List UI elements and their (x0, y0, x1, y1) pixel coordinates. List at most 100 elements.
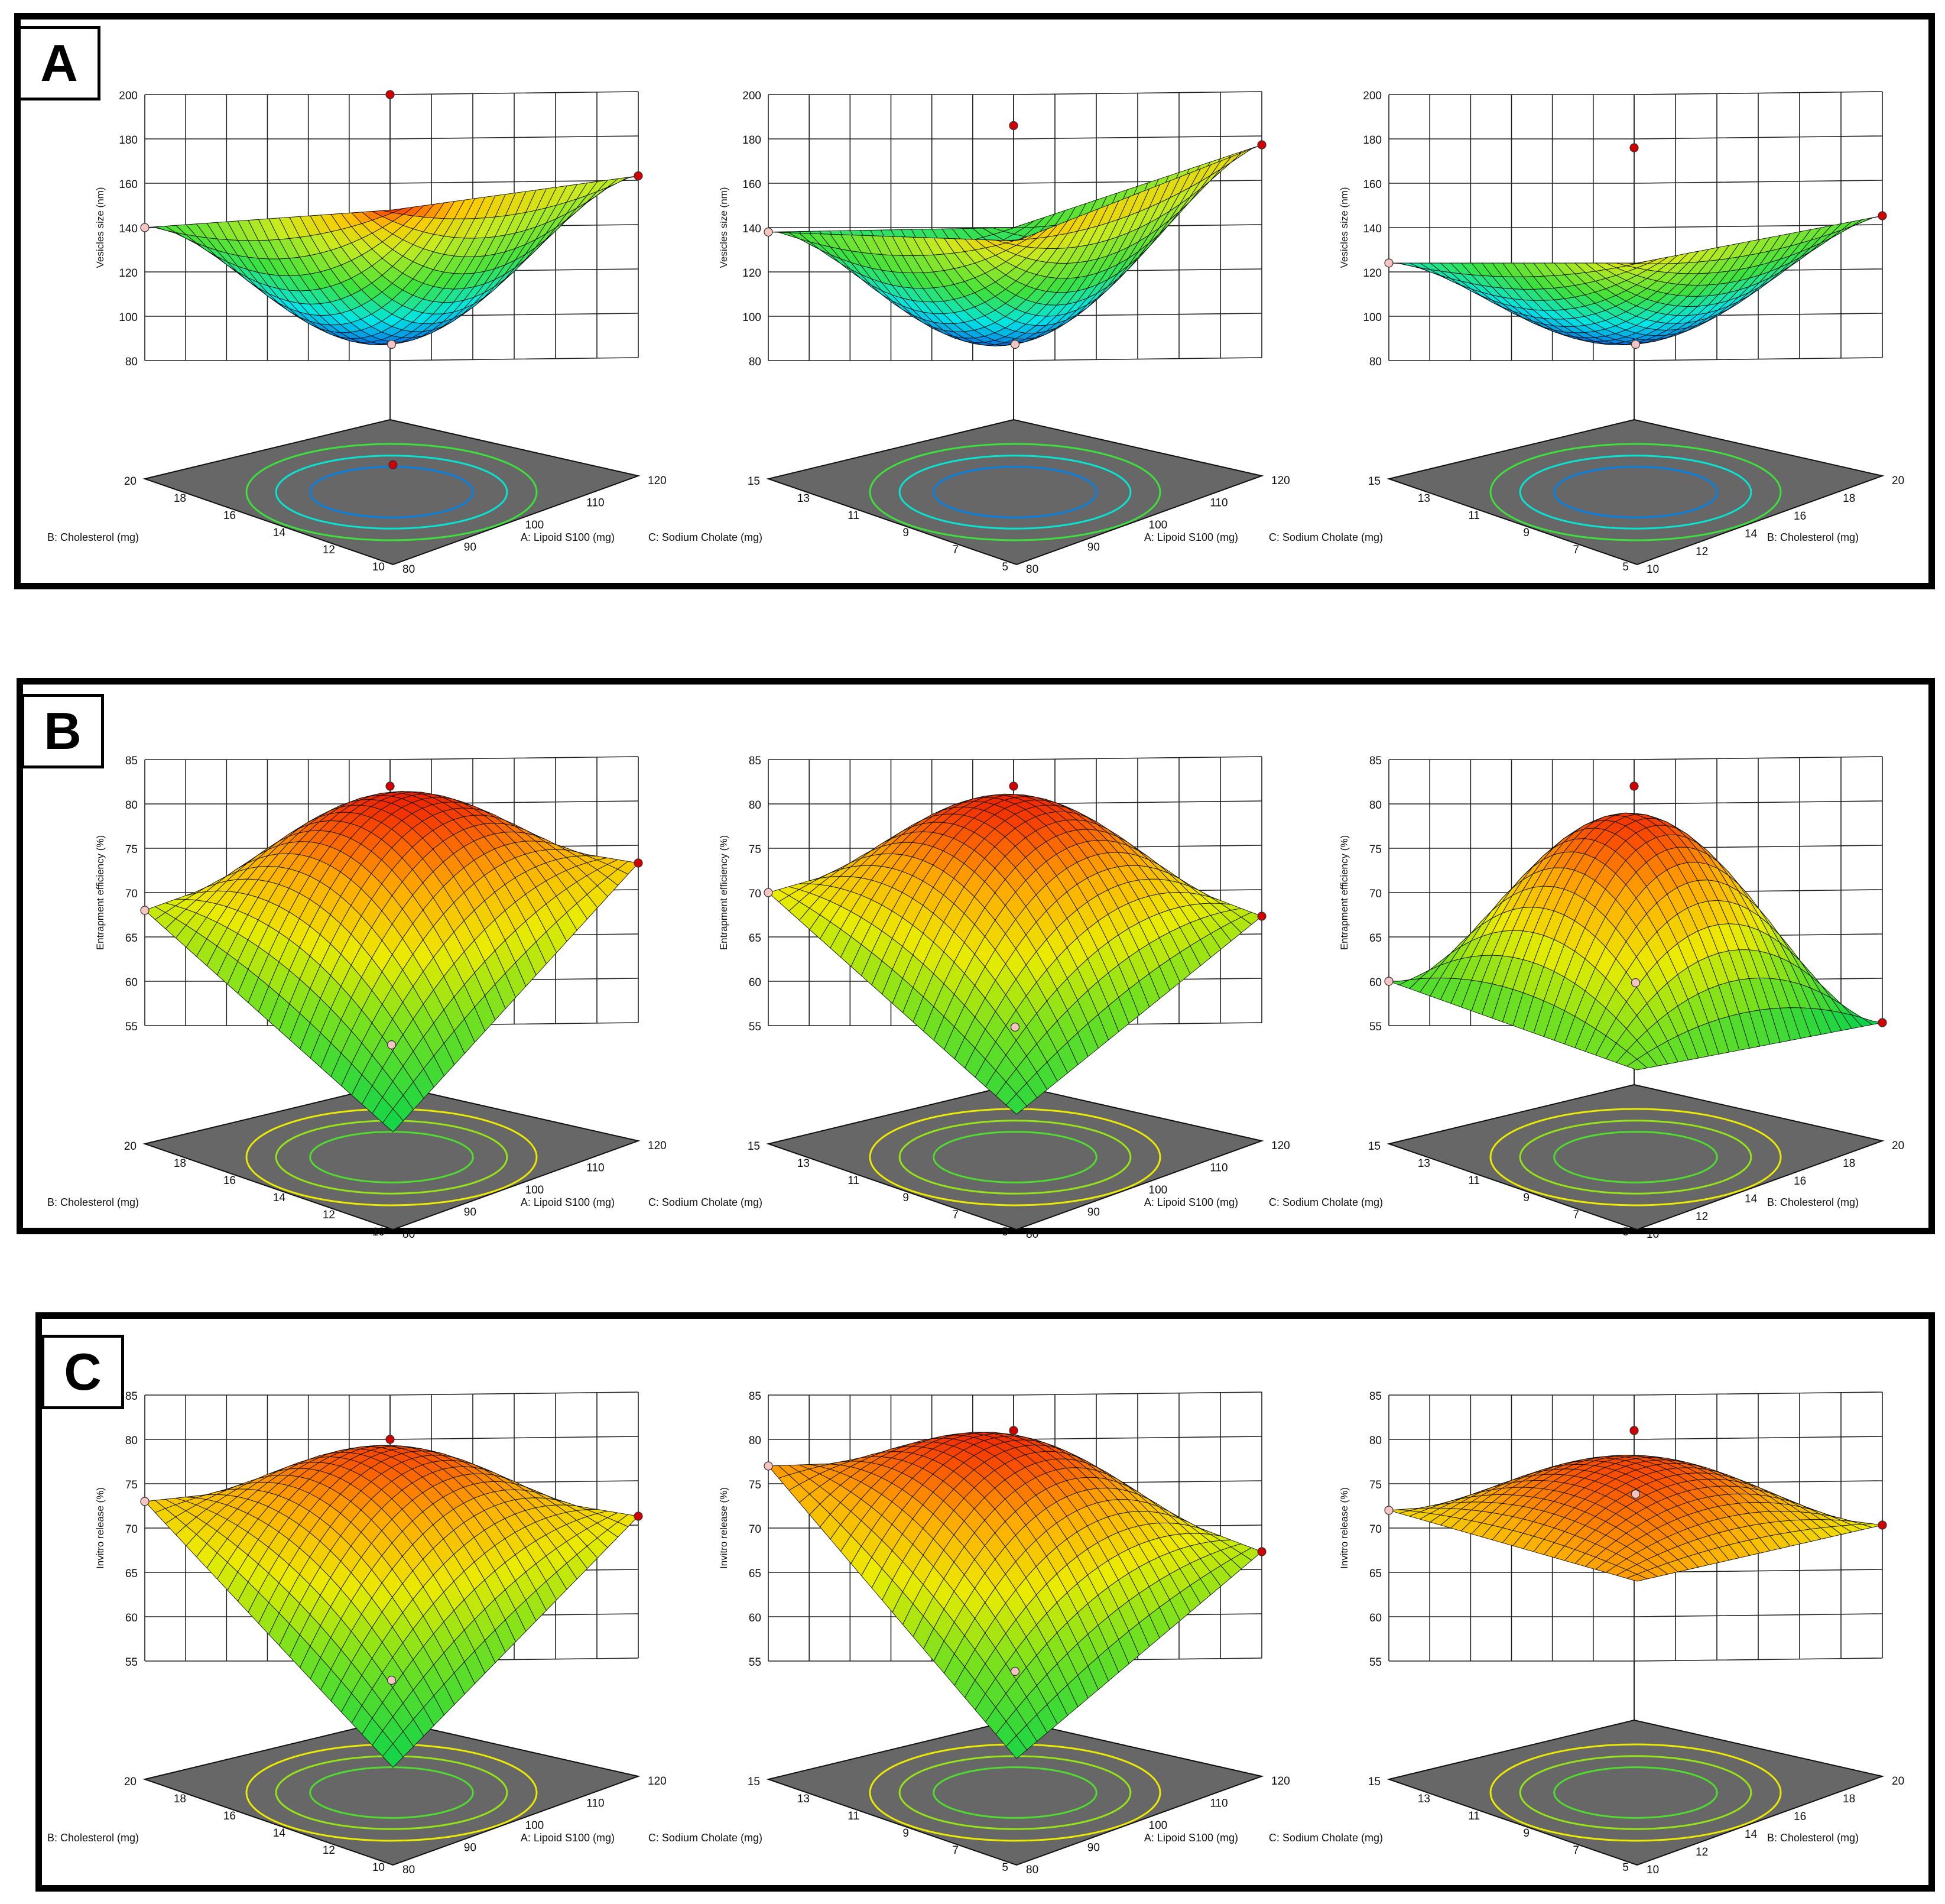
left-axis-tick: 15 (1368, 1140, 1381, 1153)
panel-label-b: B (21, 694, 104, 768)
right-axis-label: A: Lipoid S100 (mg) (1144, 1832, 1238, 1844)
z-tick-label: 100 (119, 312, 138, 324)
left-axis-tick: 9 (1523, 1192, 1530, 1204)
z-axis-label: Invitro release (%) (1339, 1487, 1350, 1569)
contour-floor (766, 1084, 1264, 1231)
right-axis-label: A: Lipoid S100 (mg) (1144, 1196, 1238, 1208)
z-tick-label: 65 (749, 932, 761, 945)
right-axis-tick: 10 (1647, 563, 1659, 576)
contour-line (309, 1131, 474, 1183)
z-tick-label: 200 (742, 90, 761, 102)
design-point-marker (1257, 912, 1267, 921)
right-axis-tick: 18 (1843, 492, 1855, 505)
z-tick-label: 75 (1369, 1479, 1382, 1491)
right-axis-tick: 12 (1696, 1211, 1708, 1223)
contour-line (1489, 1108, 1782, 1206)
right-axis-tick: 110 (586, 497, 604, 510)
contour-line (1519, 455, 1752, 530)
left-axis-label: B: Cholesterol (mg) (47, 1196, 139, 1208)
left-axis-tick: 12 (323, 544, 335, 556)
right-axis-tick: 14 (1745, 528, 1758, 540)
right-axis-tick: 80 (402, 1228, 415, 1241)
contour-line (1489, 1743, 1782, 1842)
design-point-marker (387, 1040, 397, 1050)
design-point-marker (387, 339, 397, 349)
design-points (1384, 143, 1887, 349)
contour-line (1553, 1131, 1718, 1183)
contour-floor (1386, 419, 1885, 566)
right-axis-label: A: Lipoid S100 (mg) (1144, 531, 1238, 543)
left-axis-tick: 11 (1468, 510, 1480, 522)
z-tick-label: 55 (749, 1021, 761, 1033)
design-point-marker (1009, 781, 1018, 791)
contour-floor (142, 1719, 641, 1866)
right-axis-tick: 90 (464, 1206, 476, 1219)
z-axis-label: Vesicles size (nm) (1339, 187, 1350, 268)
right-axis-tick: 100 (525, 1819, 544, 1832)
contour-floor (142, 1084, 641, 1231)
design-point-marker (1629, 143, 1639, 153)
z-tick-label: 140 (1363, 223, 1382, 235)
z-tick-label: 100 (1363, 312, 1382, 324)
contour-floor (766, 419, 1264, 566)
z-tick-label: 70 (1369, 1523, 1382, 1536)
z-tick-label: 120 (1363, 267, 1382, 280)
z-tick-label: 140 (742, 223, 761, 235)
left-axis-label: B: Cholesterol (mg) (47, 1832, 139, 1844)
left-axis-tick: 11 (848, 1175, 859, 1187)
left-axis-label: C: Sodium Cholate (mg) (648, 1832, 762, 1844)
left-axis-tick: 16 (223, 1810, 236, 1822)
design-point-marker (1009, 1426, 1018, 1435)
left-axis-label: C: Sodium Cholate (mg) (1269, 1832, 1383, 1844)
design-point-marker (1878, 1520, 1887, 1530)
design-point-marker (385, 90, 395, 99)
contour-floor (1386, 1719, 1885, 1866)
z-tick-label: 80 (125, 1435, 138, 1447)
design-point-marker (1878, 1018, 1887, 1027)
right-axis-tick: 120 (648, 1140, 667, 1152)
right-axis-tick: 14 (1745, 1828, 1758, 1841)
right-axis-tick: 90 (464, 541, 476, 554)
left-axis-tick: 13 (797, 1793, 810, 1805)
right-axis-tick: 20 (1892, 475, 1904, 487)
left-axis-tick: 18 (174, 1793, 186, 1805)
z-tick-label: 60 (749, 977, 761, 989)
left-axis-label: C: Sodium Cholate (mg) (1269, 1196, 1383, 1208)
left-axis-tick: 18 (174, 1157, 186, 1170)
z-tick-label: 65 (749, 1568, 761, 1580)
z-axis-label: Entrapment efficiency (%) (1339, 835, 1350, 950)
right-axis-tick: 100 (525, 1184, 544, 1196)
right-axis-tick: 120 (1271, 475, 1290, 487)
z-tick-label: 180 (742, 134, 761, 147)
surface-plot: 80 100 120 140 160 180 200 Vesicles size (nm) 15… (648, 90, 1290, 576)
z-axis-label: Vesicles size (nm) (718, 187, 729, 268)
left-axis-tick: 9 (902, 1827, 909, 1840)
z-tick-label: 55 (125, 1656, 138, 1669)
right-axis-tick: 20 (1892, 1140, 1904, 1152)
z-axis-label: Vesicles size (nm) (95, 187, 106, 268)
design-point-marker (388, 460, 398, 469)
z-axis-label: Invitro release (%) (95, 1487, 106, 1569)
z-tick-label: 120 (119, 267, 138, 280)
panel-label-c: C (41, 1335, 124, 1409)
right-axis-tick: 18 (1843, 1157, 1855, 1170)
left-axis-tick: 14 (273, 527, 286, 539)
design-points (140, 90, 643, 469)
left-axis-label: C: Sodium Cholate (mg) (648, 1196, 762, 1208)
left-axis-tick: 5 (1002, 1861, 1008, 1874)
design-point-marker (764, 1461, 773, 1471)
z-tick-label: 75 (125, 844, 138, 856)
design-point-marker (1009, 121, 1018, 131)
response-surface (768, 144, 1262, 346)
left-axis-tick: 11 (1468, 1175, 1480, 1187)
left-axis-tick: 7 (1573, 544, 1579, 556)
left-axis-tick: 13 (1418, 1157, 1430, 1170)
left-axis-label: C: Sodium Cholate (mg) (1269, 531, 1383, 543)
design-point-marker (1629, 781, 1639, 791)
right-axis-tick: 120 (1271, 1775, 1290, 1788)
design-point-marker (140, 223, 150, 232)
left-axis-tick: 7 (952, 1209, 959, 1221)
right-axis-label: B: Cholesterol (mg) (1767, 1196, 1859, 1208)
z-tick-label: 55 (1369, 1656, 1382, 1669)
z-tick-label: 80 (749, 799, 761, 812)
